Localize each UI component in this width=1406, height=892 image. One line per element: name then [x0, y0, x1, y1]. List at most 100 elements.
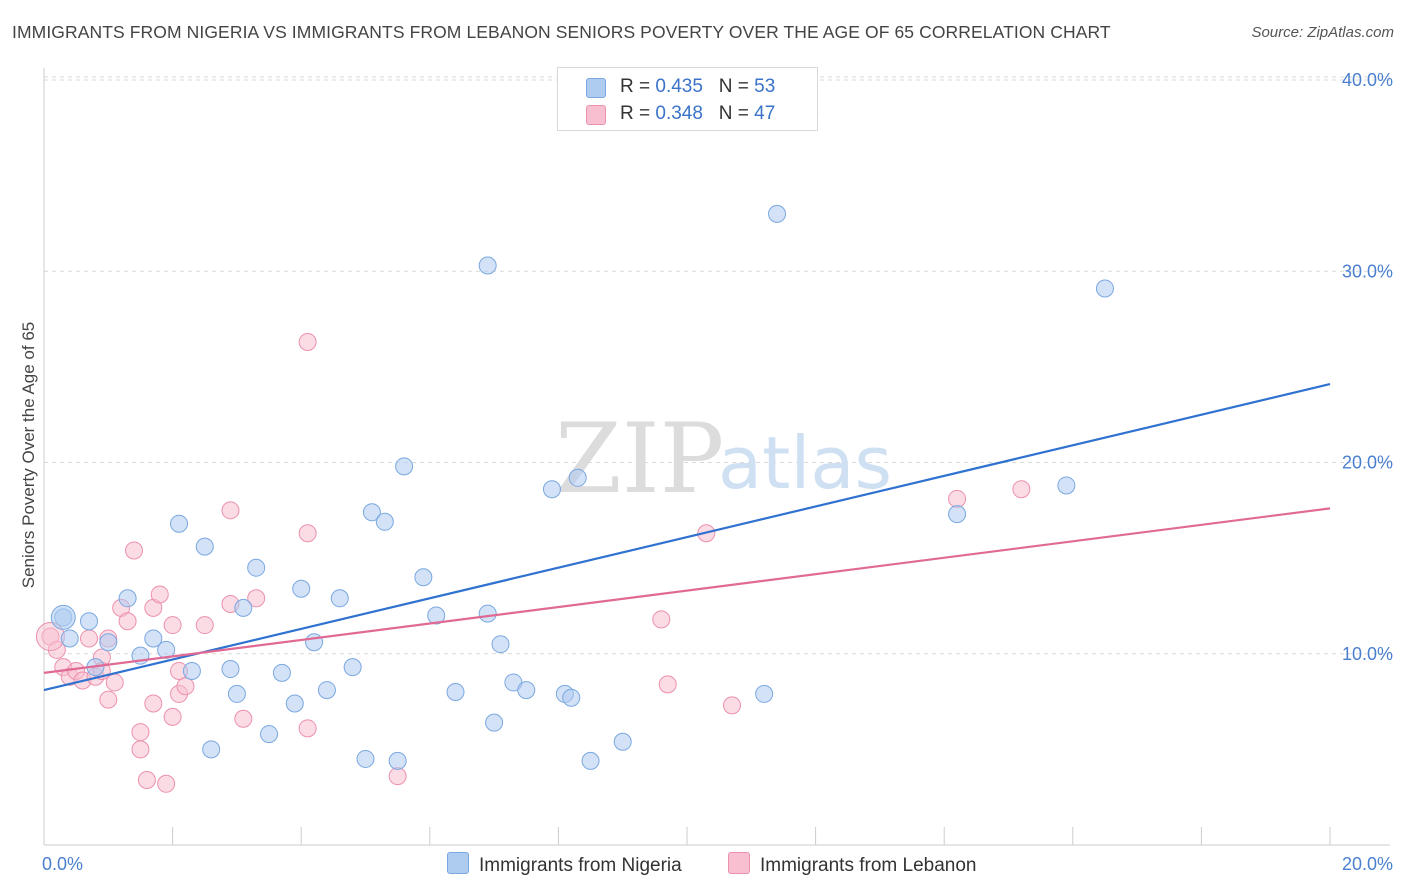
trend-lines — [43, 383, 1331, 692]
nigeria-point — [305, 633, 324, 652]
y-tick-label: 30.0% — [1342, 261, 1393, 281]
nigeria-point — [292, 579, 311, 598]
series-nigeria-points — [50, 103, 1114, 770]
lebanon-point — [144, 694, 163, 713]
nigeria-point — [60, 629, 79, 648]
lebanon-swatch — [586, 105, 606, 125]
nigeria-point — [343, 658, 362, 677]
lebanon-point — [131, 740, 150, 759]
nigeria-point — [478, 256, 497, 275]
nigeria-point — [144, 629, 163, 648]
watermark: ZIP atlas — [555, 403, 892, 515]
nigeria-point — [446, 683, 465, 701]
x-tick-label-max: 20.0% — [1342, 854, 1393, 874]
lebanon-point — [234, 709, 253, 728]
nigeria-point — [170, 514, 189, 533]
lebanon-point — [131, 723, 150, 742]
nigeria-point — [542, 480, 561, 499]
nigeria-point — [221, 660, 240, 679]
nigeria-point — [317, 681, 336, 700]
nigeria-r-value: 0.435 — [655, 76, 703, 97]
lebanon-point — [80, 629, 99, 648]
y-tick-label: 20.0% — [1342, 453, 1393, 473]
nigeria-point — [395, 457, 414, 476]
lebanon-point — [163, 707, 182, 726]
lebanon-trend-line — [43, 507, 1331, 674]
lebanon-point — [105, 673, 124, 692]
nigeria-point — [118, 589, 137, 608]
x-tick-labels: 0.0% 20.0% — [42, 854, 1393, 874]
nigeria-point — [80, 612, 99, 631]
lebanon-point — [221, 501, 240, 520]
nigeria-point — [568, 468, 587, 487]
nigeria-point — [227, 684, 246, 703]
lebanon-r-value: 0.348 — [655, 103, 703, 124]
lebanon-point — [157, 774, 176, 793]
y-tick-labels: 10.0% 20.0% 30.0% 40.0% — [1342, 70, 1393, 664]
bottom-lebanon-swatch — [728, 852, 750, 874]
x-tick-label-min: 0.0% — [42, 854, 83, 874]
nigeria-point — [768, 204, 787, 223]
nigeria-point — [202, 740, 221, 759]
nigeria-point — [517, 681, 536, 700]
lebanon-n-value: 47 — [754, 103, 776, 124]
nigeria-point — [330, 589, 349, 608]
lebanon-point — [298, 524, 317, 543]
watermark-zip: ZIP — [555, 403, 724, 515]
nigeria-n-value: 53 — [754, 76, 776, 97]
lebanon-point — [195, 616, 214, 635]
bottom-nigeria-swatch — [447, 852, 469, 874]
grid-lines — [44, 76, 1390, 655]
y-tick-label: 40.0% — [1342, 70, 1393, 90]
lebanon-point — [388, 767, 407, 786]
nigeria-point — [99, 633, 118, 652]
nigeria-point — [362, 503, 381, 522]
source-label: Source: ZipAtlas.com — [1251, 24, 1394, 41]
nigeria-trend-line — [43, 383, 1331, 692]
nigeria-point — [388, 751, 407, 770]
watermark-atlas: atlas — [718, 421, 892, 505]
nigeria-point — [485, 713, 504, 732]
nigeria-point — [285, 694, 304, 713]
bottom-lebanon-label: Immigrants from Lebanon — [760, 855, 977, 876]
nigeria-point — [755, 684, 774, 703]
series-lebanon-points — [35, 333, 1031, 793]
bottom-legend-nigeria: Immigrants from Nigeria — [447, 852, 682, 877]
bottom-legend-lebanon: Immigrants from Lebanon — [728, 852, 977, 877]
nigeria-point — [247, 558, 266, 577]
lebanon-r-label: R = — [620, 103, 656, 124]
nigeria-n-label: N = — [718, 76, 755, 97]
chart-title: IMMIGRANTS FROM NIGERIA VS IMMIGRANTS FR… — [12, 22, 1111, 42]
nigeria-r-label: R = — [620, 76, 656, 97]
lebanon-point — [150, 585, 169, 604]
y-tick-label: 10.0% — [1342, 644, 1393, 664]
axes — [43, 68, 1390, 846]
lebanon-point — [298, 719, 317, 738]
lebanon-point — [948, 489, 967, 508]
nigeria-point — [375, 512, 394, 531]
lebanon-point — [137, 770, 156, 789]
nigeria-point — [613, 732, 632, 751]
lebanon-point — [298, 333, 317, 352]
nigeria-point — [182, 661, 201, 680]
nigeria-swatch — [586, 78, 606, 98]
nigeria-point — [414, 568, 433, 587]
lebanon-point — [652, 610, 671, 629]
nigeria-point — [1057, 476, 1076, 495]
lebanon-point — [658, 675, 677, 694]
lebanon-point — [247, 589, 266, 608]
stats-legend: R = 0.435 N = 53 R = 0.348 N = 47 — [557, 67, 818, 131]
lebanon-point — [176, 677, 195, 696]
nigeria-point — [562, 688, 581, 707]
lebanon-point — [163, 616, 182, 635]
nigeria-point — [948, 505, 967, 524]
nigeria-point — [272, 663, 291, 682]
lebanon-point — [723, 696, 742, 715]
nigeria-point — [427, 606, 446, 625]
nigeria-point — [491, 635, 510, 654]
lebanon-point — [125, 541, 144, 560]
lebanon-point — [1012, 480, 1031, 499]
nigeria-point — [260, 725, 279, 744]
lebanon-n-label: N = — [718, 103, 755, 124]
